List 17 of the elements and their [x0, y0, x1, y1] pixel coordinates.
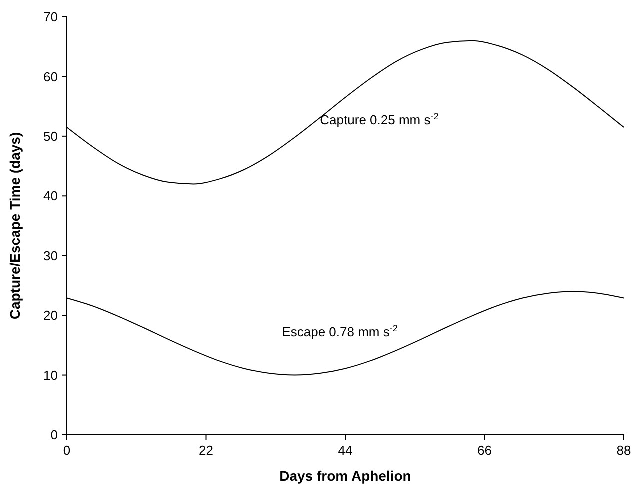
y-tick-label: 30	[44, 248, 58, 264]
x-axis-title: Days from Aphelion	[280, 468, 412, 484]
x-tick-label: 0	[63, 443, 71, 458]
x-tick-label: 88	[616, 443, 632, 458]
y-tick-label: 40	[44, 188, 58, 204]
y-tick-label: 0	[50, 428, 58, 443]
y-tick-label: 20	[44, 308, 58, 324]
y-tick-label: 10	[44, 368, 58, 383]
x-tick-label: 44	[338, 443, 353, 458]
x-tick-label: 66	[478, 443, 492, 458]
x-tick-label: 22	[199, 443, 214, 458]
series-label: Escape 0.78 mm s$^{-2}$	[282, 323, 398, 340]
y-tick-label: 50	[44, 128, 58, 144]
y-tick-label: 70	[44, 10, 58, 25]
series-label: Capture 0.25 mm s$^{-2}$	[320, 111, 439, 128]
y-tick-label: 60	[44, 69, 58, 84]
y-axis-title: Capture/Escape Time (days)	[7, 132, 23, 320]
